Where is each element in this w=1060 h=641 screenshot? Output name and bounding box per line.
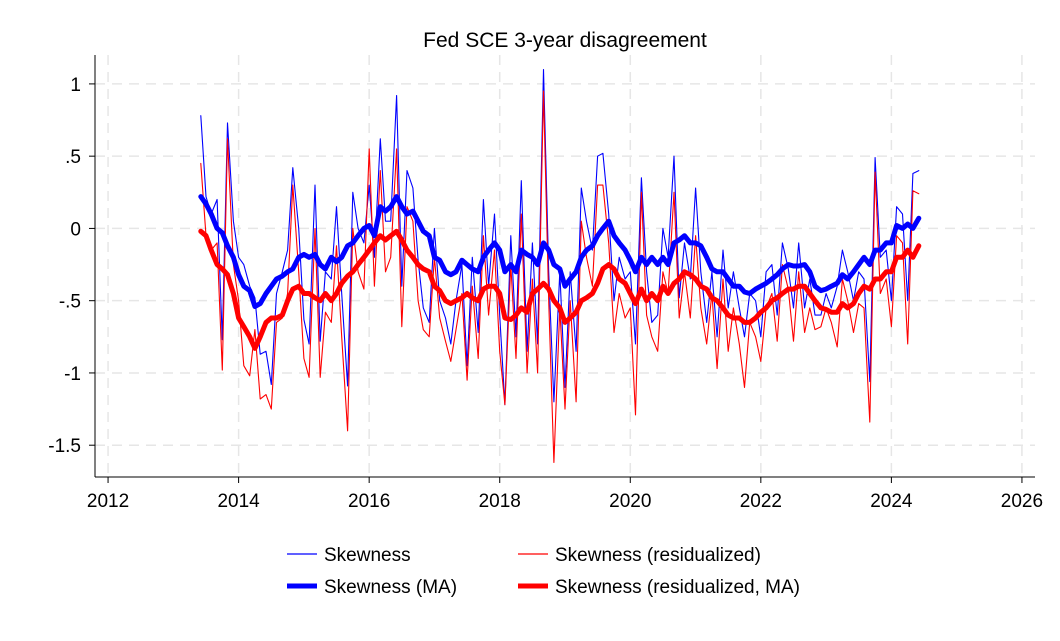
x-tick-label: 2022	[740, 491, 782, 512]
series-line-4	[198, 228, 922, 351]
y-tick-label: -.5	[59, 292, 81, 313]
chart-title: Fed SCE 3-year disagreement	[423, 29, 707, 52]
series-lines	[198, 68, 922, 464]
x-tick-label: 2020	[609, 491, 651, 512]
x-tick-label: 2016	[348, 491, 390, 512]
legend: Skewness Skewness (residualized) Skewness …	[287, 545, 800, 598]
series-line-3	[198, 194, 922, 309]
x-tick-label: 2026	[1001, 491, 1043, 512]
y-tick-label: -1.5	[48, 436, 81, 457]
x-tick-label: 2014	[217, 491, 260, 512]
y-tick-label: 1	[70, 75, 81, 96]
y-tick-label: 0	[70, 219, 81, 240]
x-tick-label: 2018	[479, 491, 521, 512]
y-tick-label: .5	[65, 147, 81, 168]
legend-label-3: Skewness (MA)	[324, 577, 457, 598]
x-tick-label: 2012	[87, 491, 129, 512]
series-line-1	[200, 68, 920, 406]
x-tick-label: 2024	[870, 491, 913, 512]
legend-label-4: Skewness (residualized, MA)	[555, 577, 800, 598]
y-tick-label: -1	[64, 364, 81, 385]
legend-label-1: Skewness	[324, 545, 411, 566]
legend-label-2: Skewness (residualized)	[555, 545, 761, 566]
axes: 1 .5 0 -.5 -1 -1.5 2012 2014 2016 2018 2020 2022 202…	[48, 55, 1043, 512]
